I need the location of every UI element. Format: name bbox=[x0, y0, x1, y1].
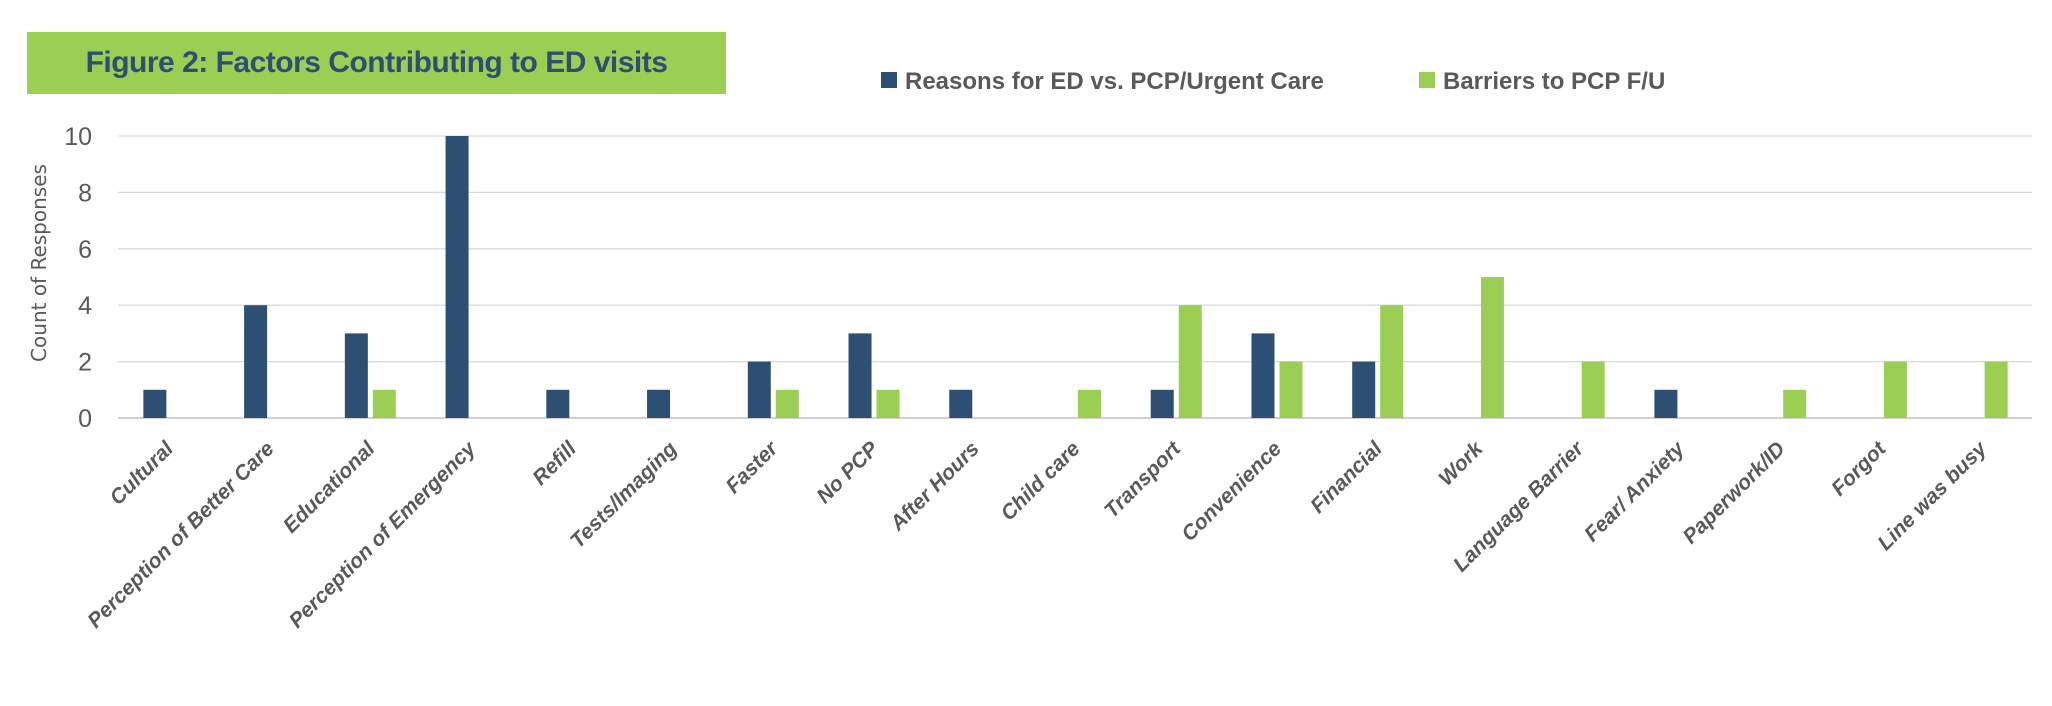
x-tick-label: No PCP bbox=[812, 437, 883, 508]
bar-reasons bbox=[747, 361, 771, 418]
x-tick-label: Perception of Emergency bbox=[285, 436, 481, 632]
bar-reasons bbox=[647, 389, 671, 418]
bar-barriers bbox=[1078, 389, 1101, 418]
bar-reasons bbox=[1352, 361, 1376, 418]
bar-barriers bbox=[775, 389, 799, 418]
x-tick-label: Fear/ Anxiety bbox=[1580, 436, 1690, 546]
x-tick-label: Line was busy bbox=[1873, 436, 1992, 555]
bar-barriers bbox=[876, 389, 900, 418]
x-tick-label: Faster bbox=[721, 436, 783, 498]
x-tick-label: Forgot bbox=[1827, 437, 1891, 501]
legend: Reasons for ED vs. PCP/Urgent Care Barrie… bbox=[881, 68, 1665, 95]
legend-swatch bbox=[1419, 72, 1435, 88]
bar-barriers bbox=[1581, 361, 1605, 418]
bar-barriers bbox=[1783, 389, 1807, 418]
bar-barriers bbox=[372, 389, 396, 418]
x-tick-label: Financial bbox=[1306, 436, 1387, 517]
bar-reasons bbox=[1150, 389, 1174, 418]
y-axis-label: Count of Responses bbox=[27, 164, 51, 362]
legend-label: Barriers to PCP F/U bbox=[1443, 68, 1665, 95]
legend-swatch bbox=[881, 72, 897, 88]
bar-reasons bbox=[143, 389, 167, 418]
x-tick-label: Convenience bbox=[1177, 437, 1286, 546]
bar-barriers bbox=[1480, 277, 1504, 418]
x-tick-label: Tests/Imaging bbox=[566, 437, 682, 553]
bar-reasons bbox=[445, 136, 469, 418]
y-tick-label: 0 bbox=[78, 405, 92, 433]
bar-reasons bbox=[848, 333, 872, 418]
bar-reasons bbox=[949, 389, 973, 418]
bar-reasons bbox=[1251, 333, 1275, 418]
y-tick-label: 10 bbox=[64, 123, 92, 151]
x-tick-label: Work bbox=[1434, 436, 1488, 490]
bar-reasons bbox=[1654, 389, 1678, 418]
x-tick-label: Cultural bbox=[106, 436, 179, 509]
bar-barriers bbox=[1279, 361, 1303, 418]
x-tick-label: Refill bbox=[528, 436, 581, 489]
chart-title-box: Figure 2: Factors Contributing to ED vis… bbox=[27, 32, 726, 94]
x-tick-label: Child care bbox=[996, 437, 1084, 525]
y-tick-labels: 0 2 4 6 8 10 bbox=[64, 123, 92, 433]
y-tick-label: 4 bbox=[78, 292, 92, 320]
bar-reasons bbox=[244, 305, 268, 418]
bar-barriers bbox=[1883, 361, 1907, 418]
bars bbox=[143, 136, 2008, 418]
legend-label: Reasons for ED vs. PCP/Urgent Care bbox=[905, 68, 1324, 95]
y-tick-label: 8 bbox=[78, 179, 92, 207]
x-tick-label: Transport bbox=[1100, 437, 1186, 523]
gridlines bbox=[118, 135, 2032, 419]
x-tick-label: Educational bbox=[279, 436, 380, 537]
y-tick-label: 2 bbox=[78, 349, 92, 377]
bar-barriers bbox=[1380, 305, 1404, 418]
x-tick-label: After Hours bbox=[885, 437, 984, 536]
y-tick-label: 6 bbox=[78, 236, 92, 264]
x-tick-label: Paperwork/ID bbox=[1679, 437, 1790, 548]
bar-barriers bbox=[1984, 361, 2008, 418]
bar-reasons bbox=[344, 333, 368, 418]
bar-barriers bbox=[1178, 305, 1202, 418]
chart-title: Figure 2: Factors Contributing to ED vis… bbox=[85, 46, 668, 79]
x-tick-label: Perception of Better Care bbox=[83, 437, 279, 633]
bar-reasons bbox=[546, 389, 570, 418]
